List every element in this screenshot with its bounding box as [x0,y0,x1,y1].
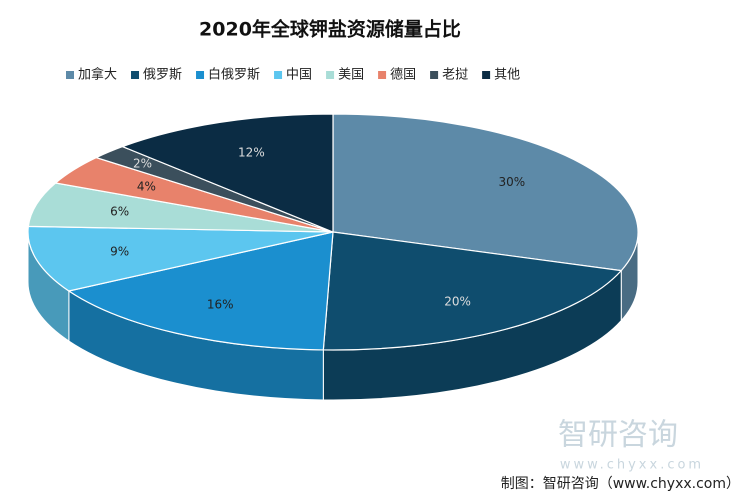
legend-label: 中国 [286,68,312,83]
legend-label: 德国 [390,68,416,83]
legend-swatch [274,71,283,79]
slice [120,113,334,233]
slice [332,113,639,272]
watermark: 智研咨询 [558,418,678,453]
legend-swatch [378,71,387,79]
slice [322,231,623,351]
data-label: 12% [238,146,265,160]
data-label: 4% [137,180,156,194]
chart-title: 2020年全球钾盐资源储量占比 [199,18,461,41]
watermark-url: www.chyxx.com [560,458,704,473]
data-label: 9% [110,245,129,259]
slice [67,231,334,351]
legend-swatch [131,71,140,79]
data-label: 16% [207,297,234,311]
legend-swatch [196,71,205,79]
legend-label: 其他 [494,68,520,83]
legend-swatch [326,71,335,79]
legend-swatch [66,71,74,79]
legend-label: 美国 [338,68,364,83]
legend-label: 白俄罗斯 [208,67,260,83]
data-label: 6% [110,204,129,218]
legend-swatch [430,71,439,79]
data-label: 2% [133,156,152,170]
legend-label: 加拿大 [78,67,117,83]
data-label: 30% [499,175,526,189]
legend-swatch [482,71,491,79]
data-label: 20% [444,294,471,308]
legend-label: 俄罗斯 [143,68,182,83]
slice [27,225,334,292]
source-note: 制图：智研咨询（www.chyxx.com） [501,476,740,492]
legend-label: 老挝 [442,68,468,83]
